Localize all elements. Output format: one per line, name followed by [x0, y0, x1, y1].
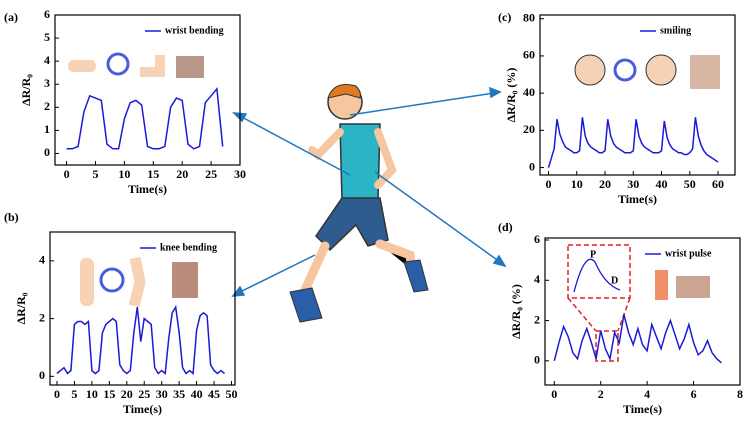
plot-frame	[539, 14, 736, 176]
panel-label: (c)	[498, 10, 511, 24]
annotation: D	[611, 275, 618, 286]
data-line	[553, 314, 722, 364]
y-tick-label: 0	[44, 145, 50, 159]
x-tick-label: 50	[684, 177, 696, 191]
panel-label: (a)	[4, 10, 18, 24]
y-tick-label: 1	[44, 122, 50, 136]
x-tick-label: 10	[571, 177, 583, 191]
y-tick-label: 0	[39, 368, 45, 382]
data-line	[66, 86, 224, 150]
x-tick-label: 10	[86, 387, 98, 401]
y-axis-label: ΔR/R₀	[14, 292, 28, 324]
y-tick-label: 60	[523, 48, 535, 62]
x-axis-label: Time(s)	[128, 182, 167, 196]
x-tick-label: 20	[599, 177, 611, 191]
x-tick-label: 60	[712, 177, 724, 191]
x-tick-label: 30	[627, 177, 639, 191]
legend-label: wrist bending	[165, 25, 224, 36]
x-tick-label: 5	[92, 167, 98, 181]
y-tick-label: 4	[39, 253, 45, 267]
x-tick-label: 10	[118, 167, 130, 181]
x-axis-label: Time(s)	[623, 402, 662, 416]
y-tick-label: 6	[534, 232, 540, 246]
x-tick-label: 15	[147, 167, 159, 181]
x-tick-label: 25	[205, 167, 217, 181]
y-tick-label: 2	[534, 312, 540, 326]
y-axis-label: ΔR/R₀ (%)	[509, 284, 523, 339]
x-tick-label: 35	[173, 387, 185, 401]
x-tick-label: 20	[121, 387, 133, 401]
x-axis-label: Time(s)	[123, 402, 162, 416]
x-tick-label: 15	[103, 387, 115, 401]
panel-label: (b)	[4, 210, 19, 224]
y-tick-label: 4	[44, 53, 50, 67]
y-axis-label: ΔR/R₀ (%)	[504, 68, 518, 123]
x-tick-label: 2	[598, 387, 604, 401]
x-tick-label: 20	[176, 167, 188, 181]
y-tick-label: 6	[44, 7, 50, 21]
x-tick-label: 0	[64, 167, 70, 181]
legend-label: knee bending	[160, 242, 217, 253]
x-tick-label: 30	[234, 167, 246, 181]
x-tick-label: 4	[644, 387, 650, 401]
y-tick-label: 20	[523, 122, 535, 136]
y-axis-label: ΔR/R₀	[19, 74, 33, 106]
x-tick-label: 30	[156, 387, 168, 401]
runner-illustration	[289, 84, 429, 323]
y-tick-label: 4	[534, 272, 540, 286]
plot-frame	[54, 14, 241, 166]
legend-label: wrist pulse	[665, 248, 712, 259]
panel-label: (d)	[498, 220, 513, 234]
plot-frame	[49, 231, 236, 386]
plot-frame	[544, 237, 741, 386]
x-tick-label: 0	[54, 387, 60, 401]
x-tick-label: 6	[691, 387, 697, 401]
x-tick-label: 8	[737, 387, 743, 401]
y-tick-label: 5	[44, 30, 50, 44]
y-tick-label: 3	[44, 76, 50, 90]
y-tick-label: 40	[523, 85, 535, 99]
y-tick-label: 80	[523, 10, 535, 24]
legend-label: smiling	[660, 25, 691, 36]
x-tick-label: 25	[138, 387, 150, 401]
icons	[68, 52, 720, 362]
annotation: P	[590, 249, 596, 260]
x-tick-label: 0	[551, 387, 557, 401]
y-tick-label: 0	[529, 159, 535, 173]
y-tick-label: 2	[39, 310, 45, 324]
data-line	[56, 304, 225, 375]
y-tick-label: 2	[44, 99, 50, 113]
x-tick-label: 5	[71, 387, 77, 401]
x-tick-label: 0	[545, 177, 551, 191]
pointer-arrows	[231, 86, 507, 297]
data-line	[547, 117, 719, 168]
x-tick-label: 40	[656, 177, 668, 191]
x-tick-label: 45	[208, 387, 220, 401]
x-tick-label: 50	[226, 387, 238, 401]
x-axis-label: Time(s)	[618, 192, 657, 206]
x-tick-label: 40	[191, 387, 203, 401]
y-tick-label: 0	[534, 353, 540, 367]
